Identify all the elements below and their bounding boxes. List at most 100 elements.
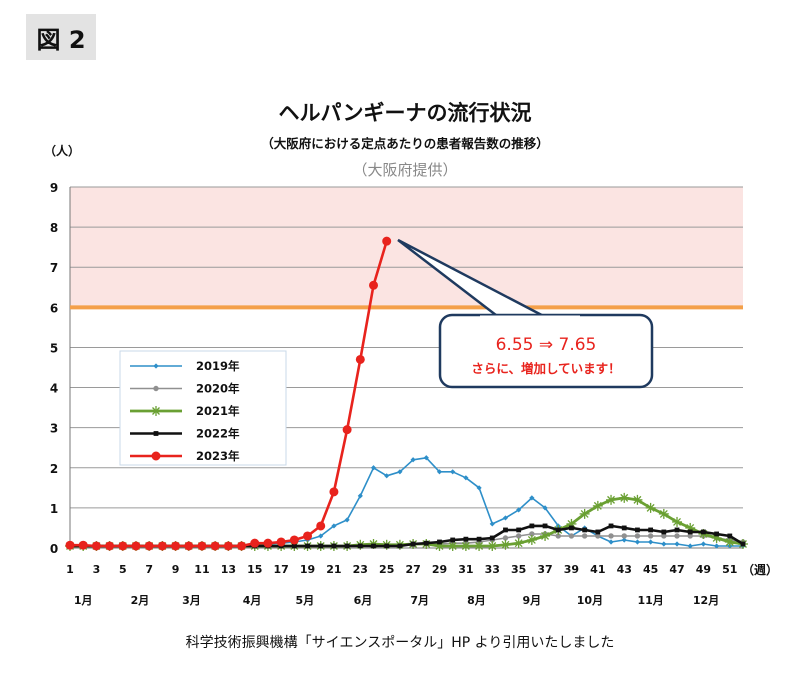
data-point [658, 508, 669, 519]
legend-item: 2020年 [130, 382, 240, 396]
data-point [592, 500, 603, 511]
x-tick-label: 51 [722, 563, 737, 576]
data-point [318, 543, 324, 549]
data-point [410, 457, 416, 463]
data-point [661, 541, 667, 547]
data-point [289, 535, 299, 545]
data-point [331, 543, 337, 549]
x-tick-label: 45 [643, 563, 658, 576]
data-point [502, 535, 509, 541]
legend-marker [151, 451, 161, 461]
month-label: 7月 [410, 594, 429, 607]
x-tick-label: 5 [119, 563, 127, 576]
data-point [568, 533, 575, 539]
data-point [516, 527, 522, 533]
data-point [634, 539, 641, 545]
data-point [397, 469, 403, 475]
data-point [357, 493, 363, 499]
data-point [674, 533, 680, 539]
x-tick-label: 13 [221, 563, 236, 576]
month-label: 8月 [467, 594, 486, 607]
legend-marker [153, 385, 159, 392]
data-point [582, 527, 588, 533]
legend-item: 2022年 [130, 427, 240, 441]
data-point [647, 533, 654, 539]
callout: 6.55 ⇒ 7.65 さらに、増加しています！ [397, 238, 654, 389]
y-tick-label: 2 [50, 462, 58, 476]
data-point [487, 540, 498, 551]
data-point [384, 473, 390, 479]
data-point [674, 527, 680, 533]
legend-marker [153, 431, 159, 436]
data-point [687, 529, 693, 535]
data-point [276, 537, 286, 547]
data-point [621, 537, 627, 543]
data-point [674, 541, 680, 547]
month-label: 12月 [693, 594, 719, 607]
month-label: 1月 [74, 594, 93, 607]
series-line [70, 496, 744, 548]
data-point [608, 539, 614, 545]
data-point [542, 505, 548, 511]
data-point [305, 543, 310, 549]
data-point [118, 541, 128, 551]
callout-line2: さらに、増加しています！ [471, 361, 620, 376]
legend-label: 2023年 [196, 449, 240, 463]
y-tick-label: 9 [50, 181, 58, 195]
data-point [529, 495, 535, 501]
data-point [701, 529, 706, 535]
data-point [500, 539, 511, 550]
data-point [569, 525, 574, 531]
data-point [131, 541, 141, 551]
data-point [619, 492, 630, 503]
data-point [223, 541, 233, 551]
x-tick-label: 31 [458, 563, 473, 576]
data-point [595, 533, 601, 539]
data-point [476, 485, 482, 491]
month-label: 3月 [182, 594, 201, 607]
data-point [661, 529, 667, 535]
month-label: 5月 [296, 594, 315, 607]
x-tick-label: 3 [93, 563, 101, 576]
x-tick-label: 15 [247, 563, 262, 576]
data-point [447, 540, 458, 551]
data-point [91, 541, 101, 551]
data-point [727, 533, 733, 539]
series-2019 [67, 455, 746, 549]
y-tick-label: 1 [50, 502, 58, 516]
month-label: 11月 [637, 594, 663, 607]
data-point [250, 538, 260, 548]
y-tick-label: 6 [50, 301, 58, 315]
data-point [513, 538, 524, 549]
data-point [342, 425, 352, 435]
data-point [634, 533, 641, 539]
legend-item: 2021年 [130, 404, 240, 418]
x-tick-label: 47 [669, 563, 684, 576]
data-point [740, 541, 746, 547]
data-point [489, 521, 495, 527]
data-point [197, 541, 207, 551]
x-tick-label: 29 [432, 563, 447, 576]
data-point [371, 543, 376, 549]
data-point [331, 523, 337, 529]
data-point [529, 523, 535, 529]
chart-source: （大阪府提供） [352, 161, 457, 179]
x-tick-label: 9 [172, 563, 180, 576]
caption: 科学技術振興機構「サイエンスポータル」HP より引用いたしました [185, 635, 615, 651]
x-tick-label: 1 [66, 563, 74, 576]
data-point [171, 541, 181, 551]
data-point [645, 502, 656, 513]
callout-line1: 6.55 ⇒ 7.65 [496, 335, 597, 355]
line-chart: ヘルパンギーナの流行状況 （大阪府における定点あたりの患者報告数の推移） （大阪… [44, 101, 778, 607]
data-point [724, 536, 735, 547]
x-tick-label: 37 [537, 563, 552, 576]
data-point [687, 543, 693, 549]
data-point [437, 539, 442, 545]
data-point [606, 494, 617, 505]
x-tick-label: 43 [617, 563, 632, 576]
x-tick-label: 27 [405, 563, 420, 576]
data-point [648, 527, 654, 533]
y-tick-label: 7 [50, 261, 58, 275]
data-point [502, 515, 509, 521]
